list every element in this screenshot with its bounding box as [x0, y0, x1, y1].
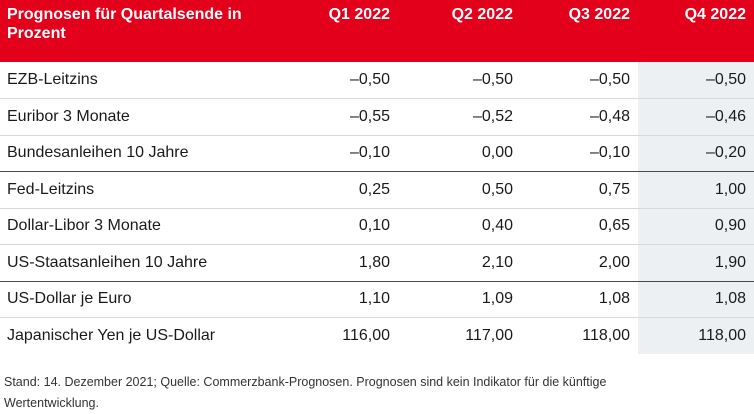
cell-q3: 118,00	[582, 327, 630, 344]
row-label: US-Staatsanleihen 10 Jahre	[0, 244, 263, 282]
table-row: Dollar-Libor 3 Monate 0,10 0,40 0,65 0,9…	[0, 208, 754, 245]
row-label: Japanischer Yen je US-Dollar	[7, 327, 216, 344]
cell-q3: –0,48	[521, 98, 638, 136]
header-label: Prognosen für Quartalsende in Prozent	[7, 6, 242, 42]
table-row: Fed-Leitzins 0,25 0,50 0,75 1,00	[0, 171, 754, 209]
cell-q3: –0,10	[521, 135, 638, 172]
cell-q2: 0,50	[398, 171, 521, 209]
cell-q4: –0,50	[638, 62, 754, 99]
row-label: Bundesanleihen 10 Jahre	[0, 135, 263, 172]
header-q4: Q4 2022	[684, 6, 746, 23]
cell-q1: 0,25	[263, 171, 398, 209]
table-row: Euribor 3 Monate –0,55 –0,52 –0,48 –0,46	[0, 98, 754, 136]
cell-q1: –0,50	[263, 62, 398, 99]
cell-q1: –0,55	[263, 98, 398, 136]
cell-q4: 118,00	[638, 317, 754, 354]
table-row: Bundesanleihen 10 Jahre –0,10 0,00 –0,10…	[0, 135, 754, 172]
footnote: Stand: 14. Dezember 2021; Quelle: Commer…	[4, 375, 607, 410]
table-row: US-Staatsanleihen 10 Jahre 1,80 2,10 2,0…	[0, 244, 754, 282]
table-body: EZB-Leitzins –0,50 –0,50 –0,50 –0,50 Eur…	[0, 62, 754, 354]
cell-q4: 1,00	[638, 171, 754, 209]
table-header: Prognosen für Quartalsende in Prozent Q1…	[0, 0, 754, 62]
table-row: EZB-Leitzins –0,50 –0,50 –0,50 –0,50	[0, 62, 754, 99]
cell-q2: 2,10	[398, 244, 521, 282]
cell-q3: 0,75	[521, 171, 638, 209]
cell-q2: 0,40	[398, 208, 521, 245]
cell-q4: 0,90	[638, 208, 754, 245]
cell-q4: –0,46	[638, 98, 754, 136]
cell-q2: 1,09	[398, 281, 521, 318]
cell-q3: 2,00	[521, 244, 638, 282]
table-row: US-Dollar je Euro 1,10 1,09 1,08 1,08	[0, 281, 754, 318]
cell-q3: 0,65	[521, 208, 638, 245]
forecast-table: Prognosen für Quartalsende in Prozent Q1…	[0, 0, 754, 354]
cell-q4: –0,20	[638, 135, 754, 172]
cell-q1: 1,80	[263, 244, 398, 282]
cell-q1: 116,00	[342, 327, 390, 344]
cell-q3: 1,08	[521, 281, 638, 318]
cell-q1: 1,10	[263, 281, 398, 318]
cell-q3: –0,50	[521, 62, 638, 99]
cell-q2: 117,00	[465, 327, 513, 344]
header-q2: Q2 2022	[451, 6, 513, 23]
cell-q4: 1,90	[638, 244, 754, 282]
header-row: Prognosen für Quartalsende in Prozent Q1…	[0, 0, 754, 62]
header-q3: Q3 2022	[568, 6, 630, 23]
row-label: EZB-Leitzins	[0, 62, 263, 99]
row-label: Euribor 3 Monate	[0, 98, 263, 136]
cell-q4: 1,08	[638, 281, 754, 318]
cell-q2: –0,52	[398, 98, 521, 136]
row-label: US-Dollar je Euro	[0, 281, 263, 318]
row-label: Fed-Leitzins	[0, 171, 263, 209]
table-row: Japanischer Yen je US-Dollar 116,00 117,…	[0, 317, 754, 354]
header-q1: Q1 2022	[328, 6, 390, 23]
cell-q2: 0,00	[398, 135, 521, 172]
cell-q1: –0,10	[263, 135, 398, 172]
cell-q1: 0,10	[263, 208, 398, 245]
row-label: Dollar-Libor 3 Monate	[0, 208, 263, 245]
cell-q2: –0,50	[398, 62, 521, 99]
